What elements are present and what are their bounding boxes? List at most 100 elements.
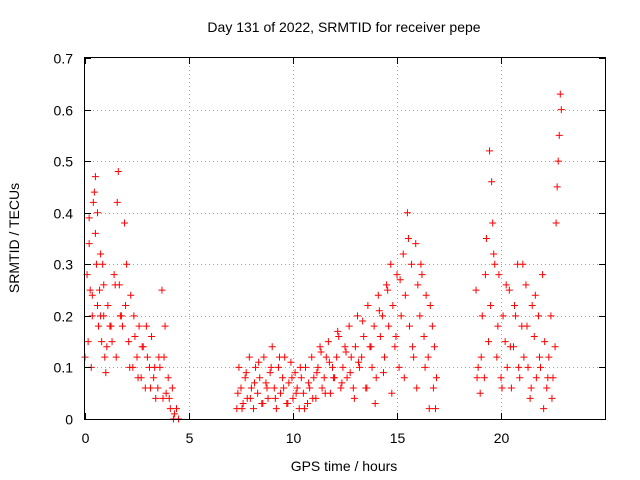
data-point [158,286,166,294]
data-point [531,291,539,299]
data-point [304,400,312,408]
data-point [544,374,552,382]
data-point [556,90,564,98]
data-point [421,363,429,371]
data-point [101,353,109,361]
data-points [81,90,565,423]
data-point [400,374,408,382]
data-point [404,235,412,242]
data-point [519,260,527,268]
data-point [413,384,421,392]
data-point [338,379,346,387]
data-point [287,358,295,366]
data-point [405,322,413,330]
data-point [520,353,528,361]
data-point [346,369,354,377]
data-point [306,384,314,392]
data-point [409,343,417,351]
data-point [100,312,108,320]
data-point [374,291,382,299]
data-point [123,260,131,268]
y-tick-label: 0.7 [54,51,74,67]
data-point [367,343,375,351]
data-point [552,219,560,227]
data-point [416,312,424,320]
data-point [275,353,283,361]
x-axis-label: GPS time / hours [291,458,398,474]
data-point [543,384,551,392]
data-point [401,291,409,299]
data-point [389,302,397,310]
data-point [259,400,267,408]
data-point [235,363,243,371]
data-point [399,250,407,258]
data-point [135,322,143,330]
data-point [313,369,321,377]
data-point [98,338,106,346]
data-point [528,302,536,310]
data-point [393,271,401,279]
data-point [297,374,305,382]
x-tick-label: 5 [186,430,194,446]
data-point [166,405,174,413]
data-point [337,384,345,392]
data-point [391,343,399,351]
data-point [266,369,274,377]
data-point [547,312,555,320]
data-point [152,394,160,402]
plot-frame [84,57,606,420]
data-point [321,389,329,397]
data-point [155,353,163,361]
data-point [503,363,511,371]
data-point [97,250,105,258]
data-point [489,219,497,227]
data-point [130,312,138,320]
data-point [381,353,389,361]
data-point [92,260,100,268]
data-point [317,348,325,356]
data-point [537,363,545,371]
data-point [95,322,103,330]
data-point [522,281,530,289]
data-point [433,374,441,382]
data-point [280,384,288,392]
data-point [164,374,172,382]
data-point [499,312,507,320]
data-point [284,400,292,408]
data-point [293,384,301,392]
data-point [88,312,96,320]
data-point [425,405,433,413]
data-point [555,131,563,139]
data-point [420,332,428,340]
data-point [173,405,181,413]
data-point [96,286,104,294]
data-point [414,281,422,289]
data-point [134,374,142,382]
data-point [349,384,357,392]
data-point [364,302,372,310]
data-point [88,291,96,299]
data-point [478,312,486,320]
data-point [104,302,112,310]
data-point [102,369,110,377]
data-point [142,322,150,330]
y-tick-label: 0.3 [54,257,74,273]
data-point [234,389,242,397]
y-axis-label: SRMTID / TECUs [6,183,22,293]
data-point [410,353,418,361]
x-tick-label: 10 [286,430,302,446]
data-point [100,281,108,289]
data-point [256,374,264,382]
data-point [318,384,326,392]
data-point [126,363,134,371]
data-point [138,343,146,351]
data-point [383,281,391,289]
data-point [299,389,307,397]
data-point [353,312,361,320]
data-point [516,374,524,382]
data-point [548,394,556,402]
data-point [310,374,318,382]
data-point [151,363,159,371]
data-point [359,317,367,325]
data-point [482,235,490,242]
